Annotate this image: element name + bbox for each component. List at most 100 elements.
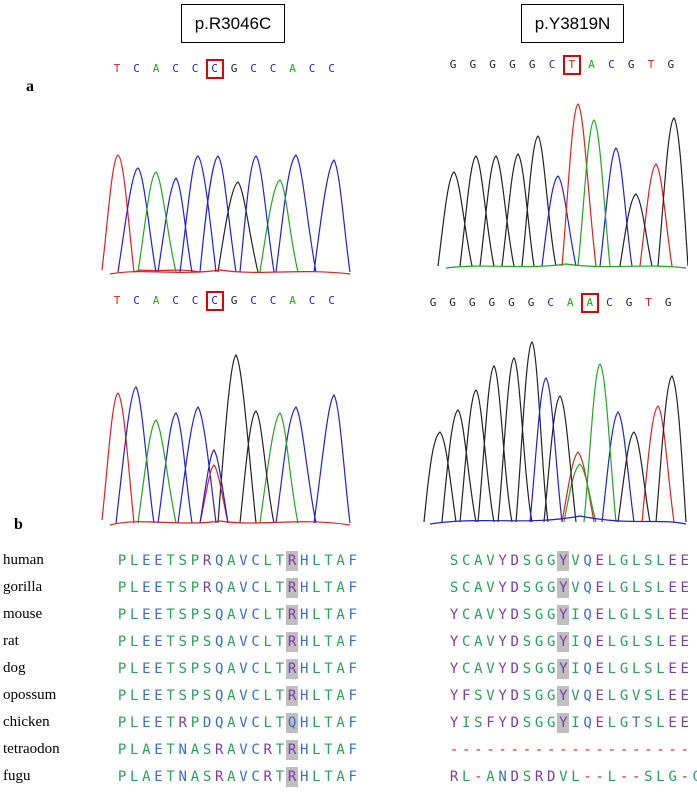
residue: E [680, 607, 689, 623]
residue: G [534, 715, 544, 731]
residue: A [227, 607, 236, 623]
residue: S [644, 715, 653, 731]
header-right-label: p.Y3819N [534, 13, 611, 33]
residue: T [166, 715, 175, 731]
residue: E [680, 715, 689, 731]
residue: V [486, 661, 495, 677]
residue: - [631, 769, 641, 785]
chromatogram-mut-right [423, 341, 687, 525]
residue: E [154, 742, 163, 758]
base-call: G [230, 294, 238, 307]
residue: - [595, 769, 604, 785]
base-call: G [528, 58, 536, 71]
residue: E [668, 553, 677, 569]
residue: V [486, 688, 495, 704]
residue: F [348, 661, 357, 677]
residue: C [251, 769, 260, 785]
residue: Q [214, 553, 224, 569]
residue: L [312, 607, 321, 623]
residue: C [251, 580, 260, 596]
base-call: T [645, 296, 652, 309]
residue: P [117, 607, 127, 623]
residue: S [522, 553, 532, 569]
residue: T [275, 607, 285, 623]
highlighted-residue: R [285, 740, 299, 760]
residue: I [571, 634, 580, 650]
base-call: G [449, 58, 457, 71]
residue: A [190, 742, 200, 758]
residue: L [607, 688, 617, 704]
base-call: A [289, 294, 296, 307]
residue: V [239, 715, 248, 731]
residue: P [117, 715, 127, 731]
residue: A [474, 607, 483, 623]
base-call: C [191, 62, 199, 75]
header-left-label: p.R3046C [194, 13, 272, 33]
species-label: chicken [3, 714, 50, 730]
base-call: C [133, 294, 140, 307]
residue: C [461, 634, 471, 650]
residue: L [607, 715, 617, 731]
residue: C [251, 607, 260, 623]
residue: S [178, 661, 187, 677]
residue: L [656, 607, 665, 623]
residue: A [190, 769, 200, 785]
base-call: G [469, 58, 477, 71]
highlighted-residue: R [285, 686, 299, 706]
residue: S [522, 580, 532, 596]
residue: - [656, 742, 665, 758]
residue: - [619, 769, 629, 785]
residue: L [656, 661, 665, 677]
residue: L [631, 634, 641, 650]
base-call: G [429, 296, 437, 309]
base-call: C [172, 294, 179, 307]
base-call: C [328, 294, 335, 307]
residue: L [312, 661, 321, 677]
residue: E [668, 715, 677, 731]
residue: Q [214, 688, 224, 704]
species-label: dog [3, 660, 26, 676]
residue: V [571, 553, 580, 569]
residue: N [498, 769, 507, 785]
residue: L [607, 661, 617, 677]
residue: A [227, 634, 236, 650]
residue: Y [498, 553, 507, 569]
base-call: C [547, 296, 554, 309]
base-call: G [230, 62, 238, 75]
residue: T [324, 688, 333, 704]
base-call: C [608, 58, 615, 71]
base-call: C [133, 62, 140, 75]
residue: P [117, 553, 127, 569]
header-right-mutation: p.Y3819N [521, 4, 624, 43]
residue: Q [214, 634, 224, 650]
residue: T [166, 688, 175, 704]
residue: L [129, 742, 139, 758]
residue: Q [214, 661, 224, 677]
residue: A [336, 769, 345, 785]
base-call: C [548, 58, 556, 71]
residue: E [142, 715, 151, 731]
residue: E [142, 688, 151, 704]
residue: Q [583, 607, 592, 623]
residue: - [595, 742, 604, 758]
residue: L [656, 769, 665, 785]
residue: - [546, 742, 556, 758]
residue: L [312, 715, 321, 731]
base-call: G [468, 296, 476, 309]
residue: N [178, 769, 187, 785]
residue: D [510, 688, 519, 704]
residue: G [534, 661, 544, 677]
residue: L [312, 580, 321, 596]
residue: S [644, 769, 653, 785]
residue: P [117, 769, 127, 785]
residue: - [449, 742, 459, 758]
residue: L [607, 769, 617, 785]
residue: A [336, 688, 345, 704]
